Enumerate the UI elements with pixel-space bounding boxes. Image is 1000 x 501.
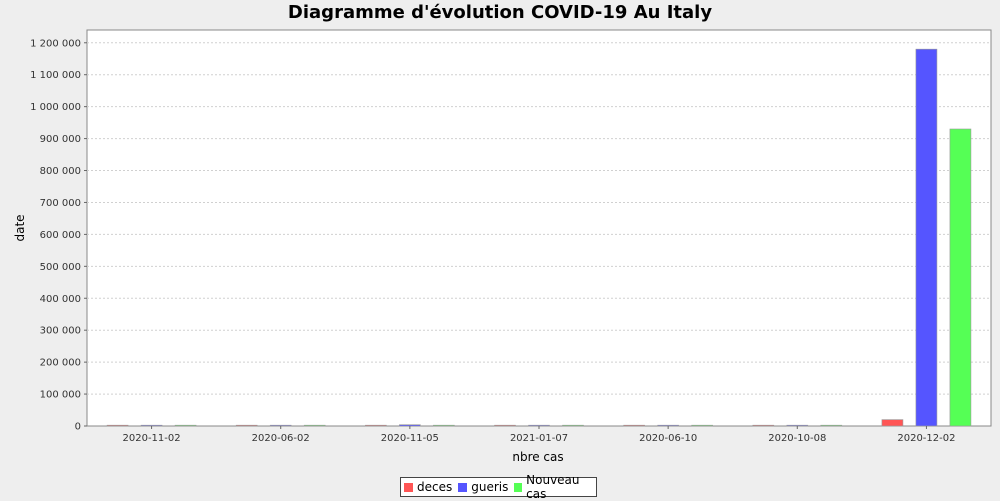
y-axis-label: date [13,214,27,241]
chart-title: Diagramme d'évolution COVID-19 Au Italy [287,2,713,23]
bar-gueris [399,424,421,427]
bar-deces [106,424,129,427]
bar-gueris [915,48,938,427]
legend-item: gueris [458,480,508,494]
plot-area [86,29,992,427]
bar-gueris [657,424,679,427]
x-tick-label: 2020-06-02 [252,433,310,444]
bar-deces [752,424,775,427]
x-tick-label: 2020-12-02 [897,433,955,444]
x-tick-label: 2020-11-02 [123,433,181,444]
bar-nouveau-cas [691,424,713,427]
bar-deces [881,419,904,427]
bar-deces [365,424,387,427]
bar-nouveau-cas [820,424,843,427]
legend-label: deces [417,480,453,494]
x-tick-label: 2020-06-10 [639,433,697,444]
y-tick-label: 200 000 [40,358,81,369]
y-tick-label: 400 000 [40,294,81,305]
bar-deces [494,424,516,427]
legend: deces gueris Nouveau cas [400,473,597,501]
legend-item: Nouveau cas [514,473,593,501]
bar-deces [235,424,258,427]
bar-gueris [528,424,550,427]
legend-swatch [514,482,523,492]
y-tick-label: 300 000 [40,326,81,337]
x-tick-label: 2021-01-07 [510,433,568,444]
legend-label: Nouveau cas [526,473,580,501]
x-axis-label: nbre cas [512,450,563,464]
legend-swatch [404,482,413,492]
y-tick-label: 800 000 [40,166,81,177]
y-tick-label: 1 200 000 [30,38,81,49]
bar-gueris [786,424,809,427]
y-tick-label: 500 000 [40,262,81,273]
bar-gueris [140,424,163,427]
y-tick-label: 600 000 [40,230,81,241]
bar-nouveau-cas [433,424,455,427]
bar-deces [623,424,645,427]
bar-nouveau-cas [949,128,972,427]
y-tick-label: 700 000 [40,198,81,209]
legend-label: gueris [471,480,509,494]
bar-nouveau-cas [174,424,197,427]
x-tick-label: 2020-10-08 [768,433,826,444]
y-tick-label: 100 000 [40,390,81,401]
legend-swatch [458,482,468,492]
y-tick-label: 0 [75,422,81,433]
y-tick-label: 900 000 [40,134,81,145]
y-tick-label: 1 000 000 [30,102,81,113]
y-tick-label: 1 100 000 [30,70,81,81]
bar-nouveau-cas [562,424,584,427]
x-tick-label: 2020-11-05 [381,433,439,444]
legend-item: deces [404,480,452,494]
bar-gueris [269,424,292,427]
bar-nouveau-cas [303,424,326,427]
